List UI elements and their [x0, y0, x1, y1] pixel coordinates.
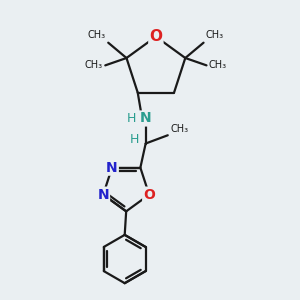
Text: N: N	[140, 112, 152, 125]
Text: CH₃: CH₃	[171, 124, 189, 134]
Text: CH₃: CH₃	[88, 30, 106, 40]
Text: CH₃: CH₃	[209, 60, 227, 70]
Text: CH₃: CH₃	[206, 30, 224, 40]
Text: H: H	[126, 112, 136, 125]
Text: CH₃: CH₃	[85, 60, 103, 70]
Text: O: O	[149, 29, 162, 44]
Text: O: O	[143, 188, 155, 202]
Text: N: N	[98, 188, 109, 202]
Text: N: N	[106, 161, 118, 175]
Text: H: H	[130, 134, 139, 146]
